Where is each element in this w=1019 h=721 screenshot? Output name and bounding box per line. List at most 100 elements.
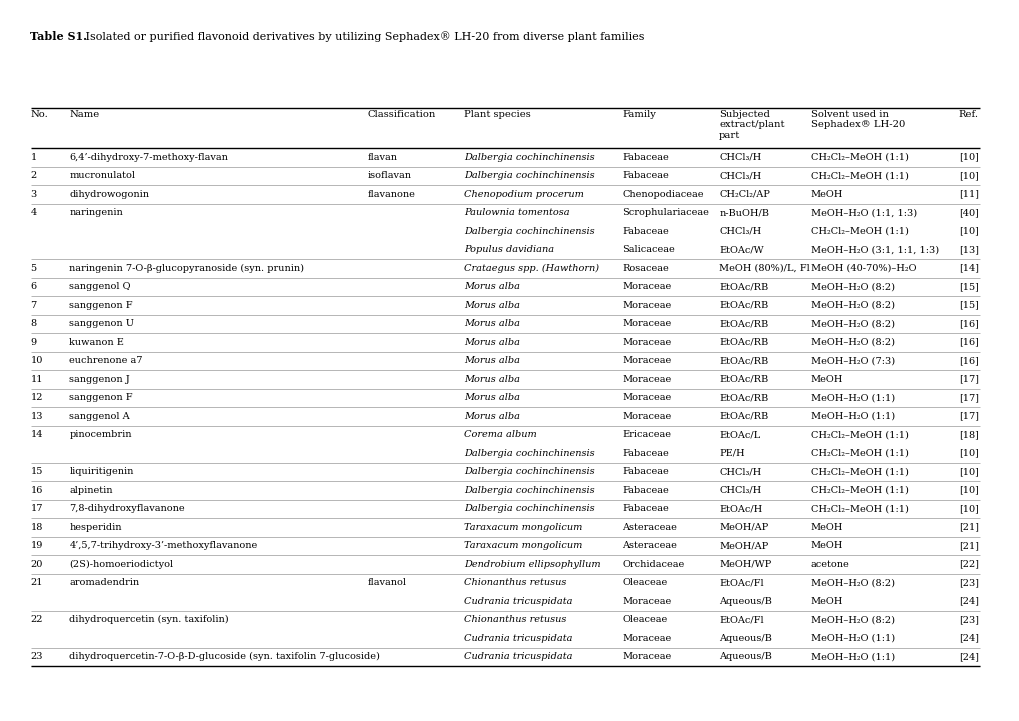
Text: [16]: [16] (958, 356, 977, 366)
Text: [21]: [21] (958, 523, 978, 532)
Text: [11]: [11] (958, 190, 978, 199)
Text: MeOH: MeOH (810, 597, 843, 606)
Text: sanggenon F: sanggenon F (69, 301, 132, 310)
Text: [10]: [10] (958, 153, 977, 162)
Text: dihydrowogonin: dihydrowogonin (69, 190, 149, 199)
Text: 19: 19 (31, 541, 43, 550)
Text: EtOAc/W: EtOAc/W (718, 245, 763, 255)
Text: [40]: [40] (958, 208, 977, 217)
Text: EtOAc/RB: EtOAc/RB (718, 412, 767, 421)
Text: [17]: [17] (958, 375, 978, 384)
Text: Dalbergia cochinchinensis: Dalbergia cochinchinensis (464, 486, 594, 495)
Text: CH₂Cl₂–MeOH (1:1): CH₂Cl₂–MeOH (1:1) (810, 467, 908, 477)
Text: Fabaceae: Fabaceae (622, 467, 668, 477)
Text: MeOH–H₂O (8:2): MeOH–H₂O (8:2) (810, 301, 894, 310)
Text: Paulownia tomentosa: Paulownia tomentosa (464, 208, 570, 217)
Text: [10]: [10] (958, 504, 977, 513)
Text: sanggenon U: sanggenon U (69, 319, 135, 328)
Text: Cudrania tricuspidata: Cudrania tricuspidata (464, 597, 572, 606)
Text: 4’,5,7-trihydroxy-3’-methoxyflavanone: 4’,5,7-trihydroxy-3’-methoxyflavanone (69, 541, 258, 550)
Text: [18]: [18] (958, 430, 977, 439)
Text: Dalbergia cochinchinensis: Dalbergia cochinchinensis (464, 226, 594, 236)
Text: 22: 22 (31, 615, 43, 624)
Text: Fabaceae: Fabaceae (622, 172, 668, 180)
Text: MeOH: MeOH (810, 375, 843, 384)
Text: CHCl₃/H: CHCl₃/H (718, 172, 760, 180)
Text: Taraxacum mongolicum: Taraxacum mongolicum (464, 541, 582, 550)
Text: MeOH–H₂O (8:2): MeOH–H₂O (8:2) (810, 578, 894, 587)
Text: MeOH–H₂O (1:1): MeOH–H₂O (1:1) (810, 653, 894, 661)
Text: Chenopodium procerum: Chenopodium procerum (464, 190, 584, 199)
Text: flavan: flavan (367, 153, 396, 162)
Text: Moraceae: Moraceae (622, 301, 671, 310)
Text: Morus alba: Morus alba (464, 356, 520, 366)
Text: MeOH: MeOH (810, 541, 843, 550)
Text: Chionanthus retusus: Chionanthus retusus (464, 615, 566, 624)
Text: EtOAc/RB: EtOAc/RB (718, 375, 767, 384)
Text: Taraxacum mongolicum: Taraxacum mongolicum (464, 523, 582, 532)
Text: Chionanthus retusus: Chionanthus retusus (464, 578, 566, 587)
Text: [16]: [16] (958, 319, 977, 328)
Text: (2S)-homoeriodictyol: (2S)-homoeriodictyol (69, 559, 173, 569)
Text: Scrophulariaceae: Scrophulariaceae (622, 208, 708, 217)
Text: Dendrobium ellipsophyllum: Dendrobium ellipsophyllum (464, 559, 600, 569)
Text: MeOH/WP: MeOH/WP (718, 559, 770, 569)
Text: Solvent used in
Sephadex® LH-20: Solvent used in Sephadex® LH-20 (810, 110, 905, 129)
Text: sanggenol A: sanggenol A (69, 412, 129, 421)
Text: sanggenol Q: sanggenol Q (69, 282, 130, 291)
Text: flavanol: flavanol (367, 578, 406, 587)
Text: Subjected
extract/plant
part: Subjected extract/plant part (718, 110, 784, 140)
Text: MeOH–H₂O (3:1, 1:1, 1:3): MeOH–H₂O (3:1, 1:1, 1:3) (810, 245, 938, 255)
Text: Morus alba: Morus alba (464, 282, 520, 291)
Text: pinocembrin: pinocembrin (69, 430, 131, 439)
Text: Fabaceae: Fabaceae (622, 486, 668, 495)
Text: 6: 6 (31, 282, 37, 291)
Text: Dalbergia cochinchinensis: Dalbergia cochinchinensis (464, 448, 594, 458)
Text: Ref.: Ref. (958, 110, 978, 119)
Text: 10: 10 (31, 356, 43, 366)
Text: Fabaceae: Fabaceae (622, 226, 668, 236)
Text: 23: 23 (31, 653, 43, 661)
Text: Table S1.: Table S1. (30, 31, 87, 42)
Text: MeOH (80%)/L, Fl: MeOH (80%)/L, Fl (718, 264, 809, 273)
Text: [22]: [22] (958, 559, 978, 569)
Text: alpinetin: alpinetin (69, 486, 113, 495)
Text: EtOAc/H: EtOAc/H (718, 504, 761, 513)
Text: PE/H: PE/H (718, 448, 744, 458)
Text: Chenopodiaceae: Chenopodiaceae (622, 190, 703, 199)
Text: Dalbergia cochinchinensis: Dalbergia cochinchinensis (464, 467, 594, 477)
Text: Moraceae: Moraceae (622, 653, 671, 661)
Text: EtOAc/RB: EtOAc/RB (718, 356, 767, 366)
Text: dihydroquercetin (syn. taxifolin): dihydroquercetin (syn. taxifolin) (69, 615, 228, 624)
Text: Asteraceae: Asteraceae (622, 541, 677, 550)
Text: CH₂Cl₂–MeOH (1:1): CH₂Cl₂–MeOH (1:1) (810, 486, 908, 495)
Text: mucronulatol: mucronulatol (69, 172, 136, 180)
Text: No.: No. (31, 110, 48, 119)
Text: 21: 21 (31, 578, 43, 587)
Text: Isolated or purified flavonoid derivatives by utilizing Sephadex® LH-20 from div: Isolated or purified flavonoid derivativ… (82, 31, 644, 42)
Text: Morus alba: Morus alba (464, 375, 520, 384)
Text: 7: 7 (31, 301, 37, 310)
Text: Aqueous/B: Aqueous/B (718, 597, 771, 606)
Text: n-BuOH/B: n-BuOH/B (718, 208, 768, 217)
Text: Moraceae: Moraceae (622, 412, 671, 421)
Text: Fabaceae: Fabaceae (622, 448, 668, 458)
Text: Moraceae: Moraceae (622, 319, 671, 328)
Text: Family: Family (622, 110, 655, 119)
Text: Corema album: Corema album (464, 430, 536, 439)
Text: MeOH–H₂O (1:1): MeOH–H₂O (1:1) (810, 393, 894, 402)
Text: [10]: [10] (958, 448, 977, 458)
Text: CHCl₃/H: CHCl₃/H (718, 226, 760, 236)
Text: aromadendrin: aromadendrin (69, 578, 140, 587)
Text: MeOH (40-70%)–H₂O: MeOH (40-70%)–H₂O (810, 264, 915, 273)
Text: EtOAc/RB: EtOAc/RB (718, 301, 767, 310)
Text: 5: 5 (31, 264, 37, 273)
Text: 3: 3 (31, 190, 37, 199)
Text: [10]: [10] (958, 486, 977, 495)
Text: CH₂Cl₂–MeOH (1:1): CH₂Cl₂–MeOH (1:1) (810, 226, 908, 236)
Text: Moraceae: Moraceae (622, 634, 671, 642)
Text: Moraceae: Moraceae (622, 393, 671, 402)
Text: [17]: [17] (958, 393, 978, 402)
Text: Asteraceae: Asteraceae (622, 523, 677, 532)
Text: Aqueous/B: Aqueous/B (718, 634, 771, 642)
